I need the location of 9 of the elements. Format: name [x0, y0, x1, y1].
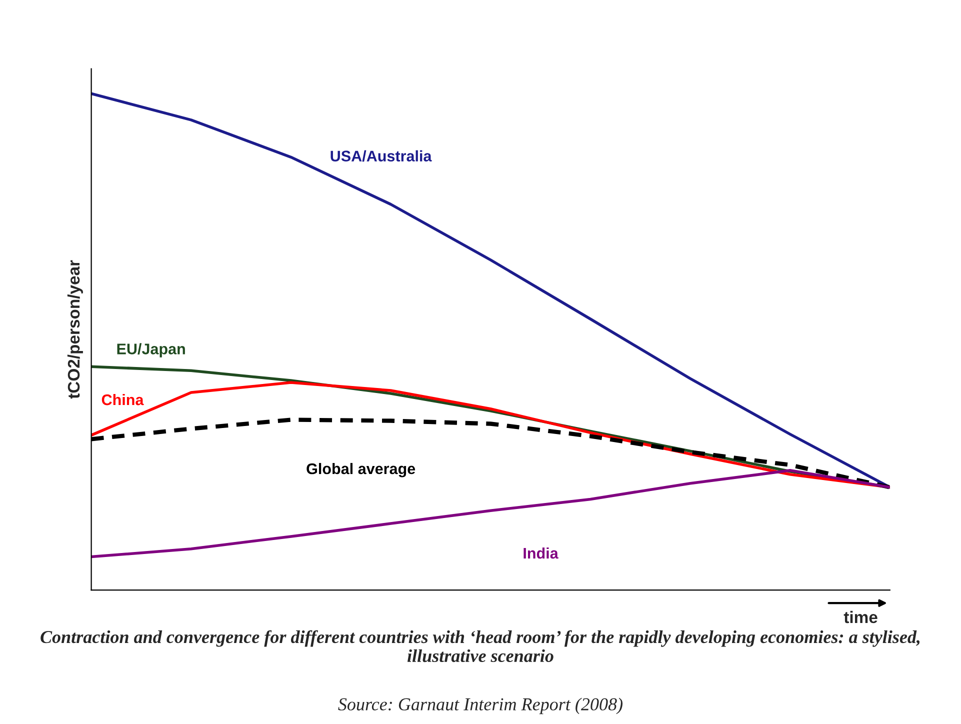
series-label: USA/Australia	[330, 150, 432, 162]
text: Contraction and convergence for different countries with ‘head room’ for the rapidly developing economies: a stylised, illustrative scenario	[40, 630, 920, 662]
x-axis-title: time	[844, 610, 878, 624]
text: India	[524, 547, 558, 559]
series-label: China	[102, 394, 144, 406]
y-axis-title: tCO2/person/year	[67, 260, 83, 399]
text: Global average	[306, 462, 416, 478]
source-note: Source: Garnaut Interim Report (2008)	[338, 698, 623, 714]
series-label: EU/Japan	[117, 343, 185, 358]
